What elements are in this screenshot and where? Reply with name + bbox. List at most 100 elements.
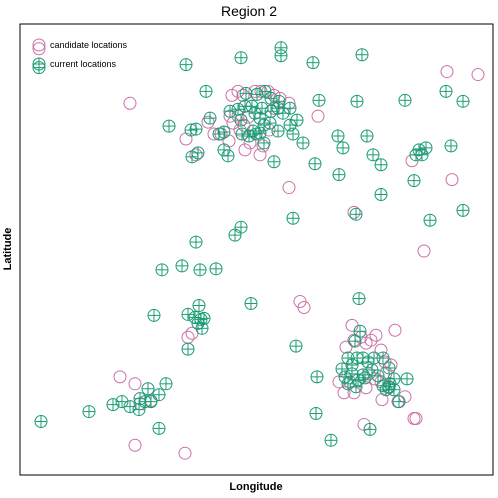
current-point — [407, 174, 421, 188]
current-point — [356, 368, 370, 382]
current-point — [456, 203, 470, 217]
current-point — [309, 407, 323, 421]
candidate-point — [369, 328, 383, 342]
current-point — [189, 122, 203, 136]
candidate-point — [359, 381, 373, 395]
current-point — [234, 113, 248, 127]
candidate-point — [345, 318, 359, 332]
current-point — [308, 157, 322, 171]
candidate-point — [347, 205, 361, 219]
candidate-point — [364, 333, 378, 347]
current-point — [271, 101, 285, 115]
points-layer — [32, 41, 485, 460]
current-point — [274, 49, 288, 63]
plot-area — [19, 23, 494, 476]
current-point — [283, 101, 297, 115]
current-point — [289, 339, 303, 353]
current-point — [332, 168, 346, 182]
current-point — [306, 56, 320, 70]
candidate-point — [374, 343, 388, 357]
current-point — [264, 104, 278, 118]
current-point — [123, 400, 137, 414]
current-point — [234, 220, 248, 234]
current-point — [341, 377, 355, 391]
candidate-point — [128, 377, 142, 391]
candidate-point — [253, 148, 267, 162]
legend-marker-symbol — [32, 38, 46, 52]
current-point — [234, 51, 248, 65]
candidate-point — [384, 358, 398, 372]
current-point — [179, 58, 193, 72]
current-point — [195, 321, 209, 335]
current-point — [336, 141, 350, 155]
current-point — [199, 84, 213, 98]
current-point — [253, 111, 267, 125]
candidate-point — [32, 42, 46, 56]
legend-label-current: current locations — [50, 59, 117, 69]
current-point — [349, 207, 363, 221]
current-point — [355, 48, 369, 62]
candidate-point — [236, 88, 250, 102]
current-point — [271, 124, 285, 138]
candidate-point — [337, 386, 351, 400]
current-point — [239, 86, 253, 100]
candidate-point — [388, 323, 402, 337]
current-point — [358, 371, 372, 385]
candidate-point — [440, 65, 454, 79]
current-point — [439, 84, 453, 98]
current-point — [231, 102, 245, 116]
current-point — [155, 263, 169, 277]
candidate-point — [417, 244, 431, 258]
candidate-point — [471, 68, 485, 82]
candidate-point — [311, 109, 325, 123]
current-point — [250, 87, 264, 101]
current-point — [310, 370, 324, 384]
series-candidate-locations — [32, 42, 485, 460]
legend-marker-candidate — [32, 38, 46, 52]
current-point — [133, 392, 147, 406]
current-point — [249, 127, 263, 141]
current-point — [331, 129, 345, 143]
legend-marker-symbol — [32, 57, 46, 71]
current-point — [244, 297, 258, 311]
current-point — [349, 380, 363, 394]
candidate-point — [282, 96, 296, 110]
current-point — [82, 405, 96, 419]
current-point — [189, 235, 203, 249]
current-point — [152, 388, 166, 402]
candidate-point — [123, 96, 137, 110]
current-point — [374, 187, 388, 201]
current-point — [141, 382, 155, 396]
candidate-point — [113, 370, 127, 384]
candidate-point — [179, 132, 193, 146]
current-point — [392, 395, 406, 409]
current-point — [106, 398, 120, 412]
candidate-point — [368, 372, 382, 386]
current-point — [263, 116, 277, 130]
current-point — [242, 129, 256, 143]
current-point — [360, 129, 374, 143]
chart-title: Region 2 — [221, 3, 277, 19]
candidate-point — [262, 123, 276, 137]
candidate-point — [347, 333, 361, 347]
x-axis-label: Longitude — [229, 481, 282, 493]
current-point — [248, 106, 262, 120]
current-point — [338, 370, 352, 384]
current-point — [290, 113, 304, 127]
current-point — [324, 433, 338, 447]
current-point — [34, 414, 48, 428]
current-point — [147, 308, 161, 322]
current-point — [217, 125, 231, 139]
current-point — [181, 307, 195, 321]
current-point — [286, 127, 300, 141]
legend-label-candidate: candidate locations — [50, 40, 128, 50]
current-point — [400, 372, 414, 386]
current-point — [363, 422, 377, 436]
current-point — [286, 211, 300, 225]
candidate-point — [226, 116, 240, 130]
candidate-point — [128, 438, 142, 452]
current-point — [258, 84, 272, 98]
current-point — [264, 91, 278, 105]
current-point — [352, 292, 366, 306]
